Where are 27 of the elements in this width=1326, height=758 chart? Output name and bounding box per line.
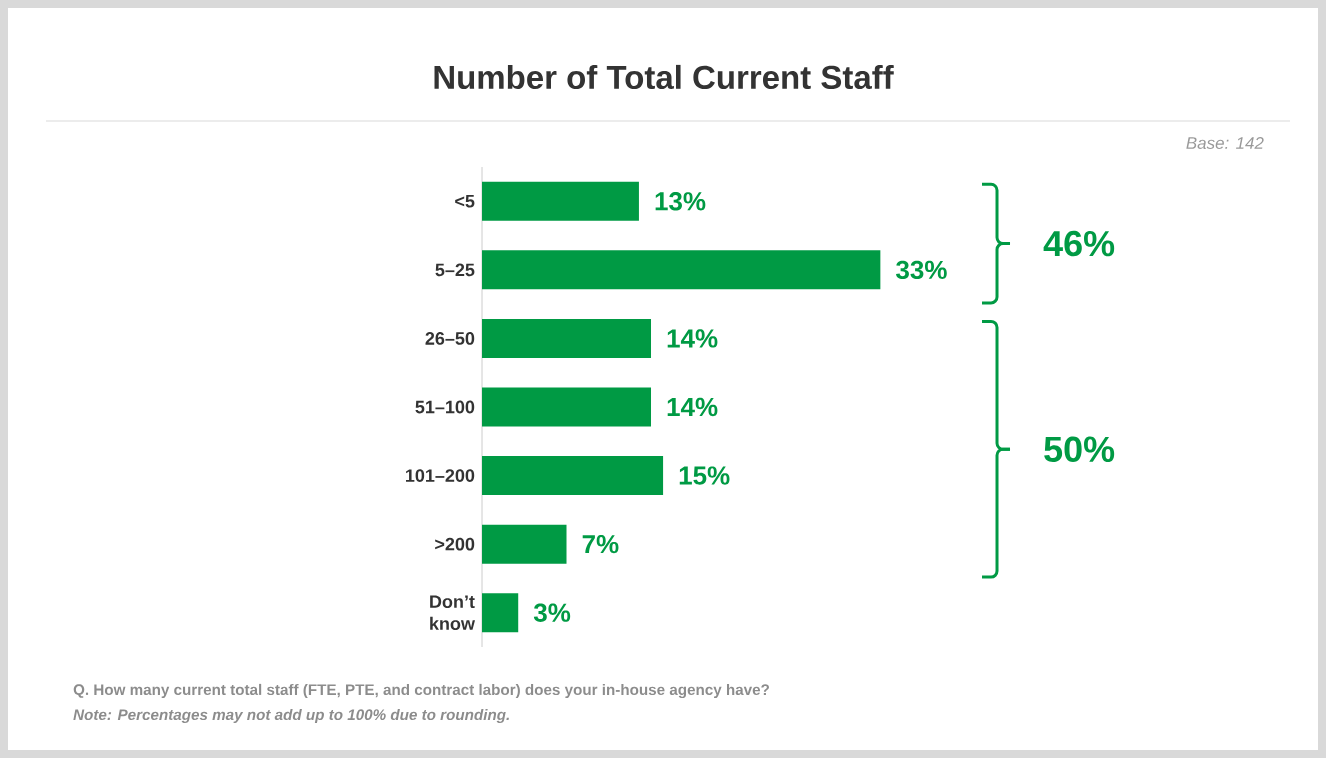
data-label: 14%	[667, 397, 718, 417]
y-tick-label: >200	[435, 537, 475, 551]
bar	[482, 524, 567, 564]
chart-title: Number of Total Current Staff	[434, 64, 894, 90]
bar	[482, 250, 881, 290]
text: 46%	[1043, 230, 1115, 257]
y-tick-label: 101–200	[406, 469, 475, 482]
data-label: 3%	[533, 603, 571, 622]
text: Base: 142	[1186, 136, 1264, 149]
bar	[482, 318, 652, 358]
y-tick-label: 51–100	[415, 400, 475, 414]
y-tick-label: <5	[455, 195, 475, 208]
data-label: 7%	[582, 534, 619, 554]
data-label: 14%	[667, 329, 718, 348]
y-tick-label: 5–25	[435, 263, 475, 277]
data-label: 13%	[655, 192, 706, 211]
bar	[482, 181, 639, 221]
data-label: 33%	[896, 260, 947, 280]
text: Note: Percentages may not add up to 100% due to rounding.	[73, 708, 509, 724]
bar	[482, 456, 664, 496]
y-tick-label: 26–50	[425, 332, 475, 345]
bar	[482, 387, 652, 427]
y-tick-label: Don’t know	[430, 595, 475, 631]
bar	[482, 593, 519, 633]
data-label: 15%	[679, 466, 730, 485]
text: Q. How many current total staff (FTE, PTE, and contract labor) does your in-house agency have?	[73, 683, 769, 699]
text: 50%	[1044, 436, 1115, 463]
